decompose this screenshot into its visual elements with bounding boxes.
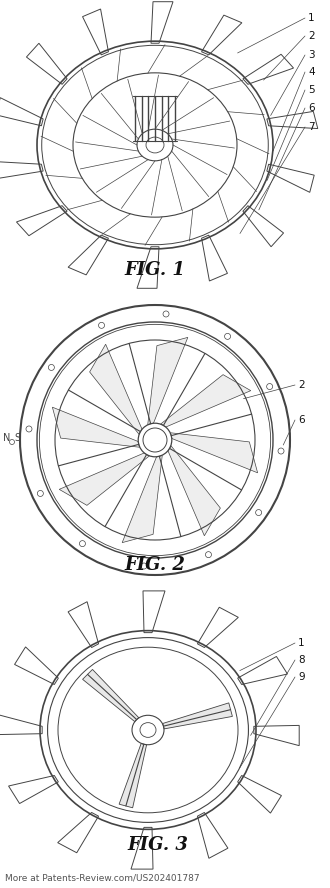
- Text: 9: 9: [298, 672, 305, 682]
- Polygon shape: [243, 54, 294, 84]
- Text: 6: 6: [298, 415, 305, 425]
- Text: 8: 8: [298, 655, 305, 665]
- Circle shape: [163, 311, 169, 317]
- Polygon shape: [82, 9, 109, 55]
- Polygon shape: [131, 828, 153, 869]
- Circle shape: [224, 333, 231, 339]
- Circle shape: [26, 426, 32, 432]
- Polygon shape: [0, 714, 42, 734]
- Polygon shape: [0, 98, 43, 126]
- Polygon shape: [197, 607, 238, 647]
- Polygon shape: [197, 813, 228, 859]
- Polygon shape: [90, 345, 142, 434]
- Polygon shape: [68, 602, 99, 647]
- Polygon shape: [58, 813, 99, 852]
- Circle shape: [256, 510, 262, 516]
- Text: 7: 7: [308, 122, 314, 132]
- Text: 1: 1: [308, 13, 314, 23]
- Text: 6: 6: [308, 103, 314, 113]
- Polygon shape: [238, 656, 287, 685]
- Polygon shape: [171, 432, 258, 472]
- Polygon shape: [238, 775, 281, 813]
- Text: FIG. 1: FIG. 1: [124, 261, 185, 279]
- Polygon shape: [59, 453, 149, 505]
- Text: FIG. 2: FIG. 2: [124, 556, 185, 574]
- Polygon shape: [68, 235, 109, 275]
- Circle shape: [267, 384, 273, 390]
- Text: N: N: [3, 433, 11, 443]
- Polygon shape: [151, 2, 173, 44]
- Polygon shape: [119, 743, 147, 808]
- Text: FIG. 3: FIG. 3: [128, 836, 188, 854]
- Circle shape: [49, 364, 54, 370]
- Polygon shape: [137, 247, 159, 289]
- Polygon shape: [52, 408, 140, 448]
- Polygon shape: [267, 111, 318, 129]
- Text: S: S: [14, 433, 20, 443]
- Polygon shape: [16, 206, 67, 235]
- Circle shape: [37, 490, 43, 496]
- Circle shape: [141, 563, 147, 569]
- Polygon shape: [254, 725, 299, 746]
- Polygon shape: [168, 446, 220, 535]
- Polygon shape: [243, 206, 283, 247]
- Text: 2: 2: [298, 380, 305, 390]
- Polygon shape: [202, 15, 242, 55]
- Text: 1: 1: [298, 638, 305, 648]
- Text: More at Patents-Review.com/US202401787: More at Patents-Review.com/US202401787: [5, 874, 200, 883]
- Polygon shape: [122, 456, 162, 543]
- Circle shape: [99, 322, 105, 329]
- Polygon shape: [26, 44, 67, 84]
- Polygon shape: [163, 703, 232, 729]
- Polygon shape: [267, 164, 314, 193]
- Polygon shape: [143, 591, 165, 632]
- Circle shape: [80, 541, 85, 547]
- Polygon shape: [82, 670, 139, 722]
- Text: 4: 4: [308, 67, 314, 77]
- Polygon shape: [0, 162, 43, 178]
- Polygon shape: [148, 337, 188, 424]
- Circle shape: [10, 440, 15, 445]
- Text: 3: 3: [308, 50, 314, 60]
- Circle shape: [206, 551, 212, 558]
- Polygon shape: [202, 235, 227, 281]
- Polygon shape: [15, 646, 58, 685]
- Text: 5: 5: [308, 85, 314, 95]
- Circle shape: [278, 448, 284, 454]
- Polygon shape: [161, 375, 251, 427]
- Polygon shape: [9, 775, 58, 804]
- Text: 2: 2: [308, 31, 314, 41]
